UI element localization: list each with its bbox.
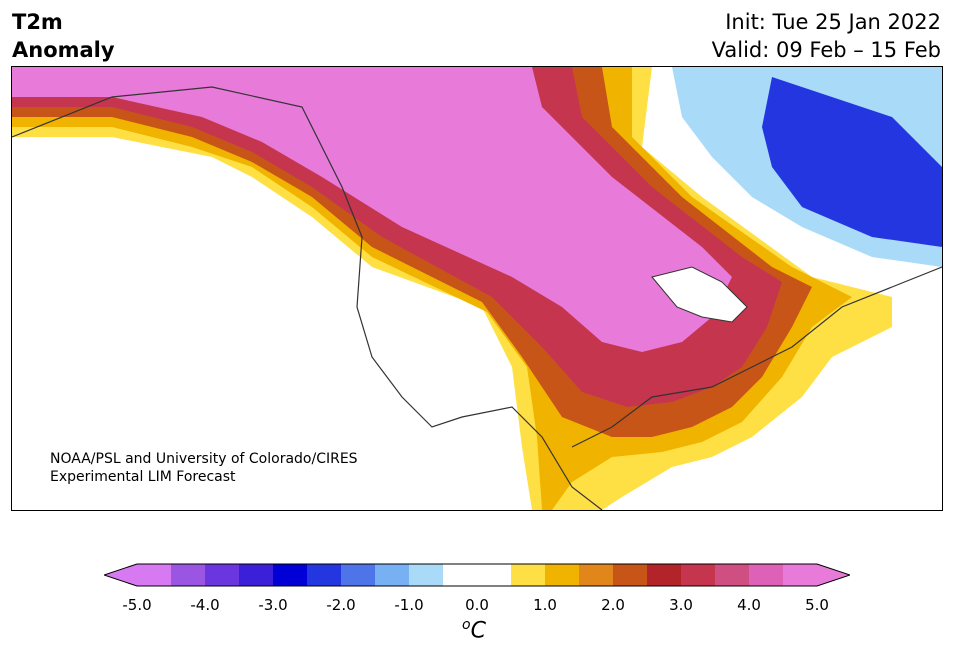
colorbar-swatch (613, 564, 648, 586)
credit-line-1: NOAA/PSL and University of Colorado/CIRE… (50, 451, 358, 467)
colorbar-arrow-low (104, 564, 137, 586)
colorbar-tick-label: -5.0 (122, 596, 152, 614)
colorbar-swatch (715, 564, 750, 586)
colorbar-swatch (681, 564, 716, 586)
anomaly-band-5c (12, 67, 732, 352)
colorbar-swatch (545, 564, 580, 586)
colorbar-tick-label: 3.0 (669, 596, 693, 614)
colorbar-swatch (341, 564, 376, 586)
map-title: T2m Anomaly (12, 8, 115, 64)
colorbar-swatch (239, 564, 274, 586)
colorbar-tick-label: 1.0 (533, 596, 557, 614)
credit-line-2: Experimental LIM Forecast (50, 469, 236, 485)
colorbar-tick-label: -3.0 (258, 596, 288, 614)
colorbar-swatch (205, 564, 240, 586)
coastline (12, 86, 942, 510)
credit-text: NOAA/PSL and University of Colorado/CIRE… (50, 450, 358, 486)
valid-range: Valid: 09 Feb – 15 Feb (711, 38, 941, 62)
great-lakes (651, 266, 748, 323)
colorbar (104, 563, 850, 587)
colorbar-swatch (783, 564, 818, 586)
colorbar-swatch (443, 564, 478, 586)
colorbar-tick-label: -4.0 (190, 596, 220, 614)
colorbar-tick-label: 4.0 (737, 596, 761, 614)
init-date: Init: Tue 25 Jan 2022 (725, 10, 941, 34)
colorbar-tick-label: -2.0 (326, 596, 356, 614)
colorbar-swatch (409, 564, 444, 586)
colorbar-swatch (477, 564, 512, 586)
colorbar-swatch (137, 564, 172, 586)
colorbar-swatch (375, 564, 410, 586)
colorbar-swatch (307, 564, 342, 586)
colorbar-swatch (511, 564, 546, 586)
colorbar-unit: oC (462, 617, 486, 643)
colorbar-swatch (647, 564, 682, 586)
colorbar-tick-label: -1.0 (394, 596, 424, 614)
colorbar-outline (104, 563, 850, 587)
colorbar-tick-label: 0.0 (465, 596, 489, 614)
colorbar-swatch (171, 564, 206, 586)
title-line-2: Anomaly (12, 38, 115, 62)
colorbar-tick-label: 2.0 (601, 596, 625, 614)
colorbar-swatch (579, 564, 614, 586)
unit-superscript: o (462, 617, 471, 633)
anomaly-map: NOAA/PSL and University of Colorado/CIRE… (11, 66, 943, 511)
map-canvas (12, 67, 942, 510)
colorbar-tick-label: 5.0 (805, 596, 829, 614)
title-line-1: T2m (12, 10, 63, 34)
colorbar-swatch (273, 564, 308, 586)
forecast-dates: Init: Tue 25 Jan 2022 Valid: 09 Feb – 15… (712, 8, 941, 64)
unit-letter: C (470, 618, 486, 644)
colorbar-arrow-high (817, 564, 850, 586)
colorbar-swatch (749, 564, 784, 586)
cold-anomaly-core (762, 77, 942, 247)
